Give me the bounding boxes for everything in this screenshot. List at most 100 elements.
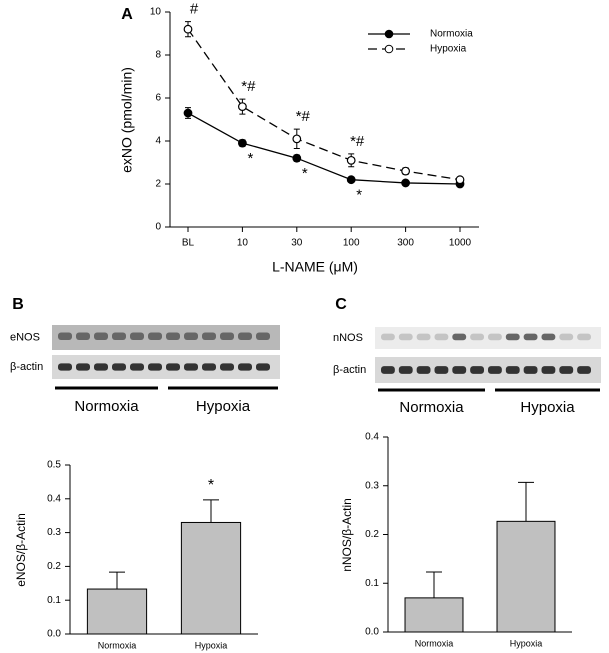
y-tick-label: 2: [155, 179, 161, 190]
blot-band: [58, 363, 72, 371]
data-point: [292, 153, 302, 163]
blot-band: [112, 332, 126, 340]
y-tick-label: 6: [155, 93, 161, 104]
group-label: Normoxia: [399, 399, 464, 416]
blot-band: [184, 363, 198, 371]
blot-band: [220, 332, 234, 340]
data-point: [183, 108, 193, 118]
y-tick-label: 0.4: [365, 432, 379, 443]
data-point: [346, 175, 356, 185]
blot-row-label: β-actin: [10, 361, 43, 373]
y-axis-label: nNOS/β-Actin: [340, 498, 354, 572]
blot-band: [470, 366, 484, 374]
panel-label: C: [335, 296, 347, 313]
x-tick-label: 1000: [449, 238, 472, 249]
blot-band: [76, 332, 90, 340]
blot-band: [541, 333, 556, 341]
data-point: [237, 138, 247, 148]
blot-band: [130, 332, 144, 340]
y-tick-label: 0.1: [47, 595, 61, 606]
blot-band: [577, 366, 591, 374]
series-line: [187, 112, 461, 185]
blot-band: [94, 332, 108, 340]
significance-mark: *: [208, 477, 214, 494]
blot-strip: [375, 327, 601, 349]
blot-band: [505, 333, 520, 341]
blot-band: [112, 363, 126, 371]
blot-band: [434, 366, 449, 374]
blot-band: [488, 333, 502, 341]
blot-band: [452, 366, 467, 374]
y-tick-label: 0.3: [47, 527, 61, 538]
blot-band: [166, 363, 180, 371]
x-tick-label: Hypoxia: [195, 640, 228, 650]
significance-mark: *: [247, 150, 253, 167]
blot-row-label: nNOS: [333, 332, 363, 344]
blot-band: [238, 363, 252, 371]
y-tick-label: 0.4: [47, 493, 61, 504]
blot-band: [381, 366, 395, 374]
legend-label: Hypoxia: [430, 44, 467, 55]
error-bar: [426, 571, 442, 598]
y-tick-label: 0.2: [365, 529, 379, 540]
panel-label: A: [121, 6, 133, 23]
x-tick-label: 100: [343, 238, 360, 249]
blot-band: [130, 363, 144, 371]
x-tick-label: 30: [291, 238, 303, 249]
y-tick-label: 10: [150, 7, 162, 18]
legend-label: Normoxia: [430, 29, 473, 40]
blot-band: [398, 333, 413, 341]
y-tick-label: 0.5: [47, 460, 61, 471]
blot-band: [416, 366, 431, 374]
blot-band: [148, 332, 162, 340]
y-axis-label: exNO (pmol/min): [119, 67, 135, 173]
data-point: [401, 178, 411, 188]
y-tick-label: 0.3: [365, 480, 379, 491]
group-label: Hypoxia: [520, 399, 575, 416]
group-label: Normoxia: [74, 398, 139, 415]
bar: [180, 521, 242, 635]
significance-mark: *#: [241, 78, 256, 95]
significance-mark: *#: [296, 108, 311, 125]
blot-band: [148, 363, 162, 371]
data-point: [183, 24, 193, 34]
panel-label: B: [12, 296, 24, 313]
group-label: Hypoxia: [196, 398, 251, 415]
blot-band: [434, 333, 449, 341]
x-tick-label: Hypoxia: [510, 638, 543, 648]
y-tick-label: 0.0: [365, 627, 379, 638]
blot-band: [381, 333, 395, 341]
y-tick-label: 0.0: [47, 629, 61, 640]
data-point: [237, 102, 247, 111]
blot-band: [202, 363, 216, 371]
legend-marker: [384, 29, 394, 39]
data-point: [401, 166, 411, 176]
significance-mark: *#: [350, 133, 365, 150]
blot-row-label: β-actin: [333, 364, 366, 376]
significance-mark: #: [190, 1, 199, 18]
bar: [86, 588, 148, 635]
data-point: [346, 155, 356, 165]
x-tick-label: 300: [397, 238, 414, 249]
blot-band: [202, 332, 216, 340]
blot-band: [577, 333, 591, 341]
data-point: [292, 134, 302, 144]
blot-band: [58, 332, 72, 340]
blot-band: [220, 363, 234, 371]
blot-band: [398, 366, 413, 374]
data-point: [455, 175, 465, 185]
error-bar: [518, 481, 534, 522]
x-tick-label: 10: [237, 238, 249, 249]
blot-band: [488, 366, 502, 374]
blot-band: [238, 332, 252, 340]
legend-marker: [384, 44, 394, 54]
blot-row-label: eNOS: [10, 331, 40, 343]
bar: [404, 597, 464, 633]
blot-band: [166, 332, 180, 340]
blot-band: [94, 363, 108, 371]
error-bar: [203, 499, 219, 523]
x-tick-label: BL: [182, 238, 195, 249]
y-tick-label: 8: [155, 50, 161, 61]
series-line: [187, 28, 461, 181]
